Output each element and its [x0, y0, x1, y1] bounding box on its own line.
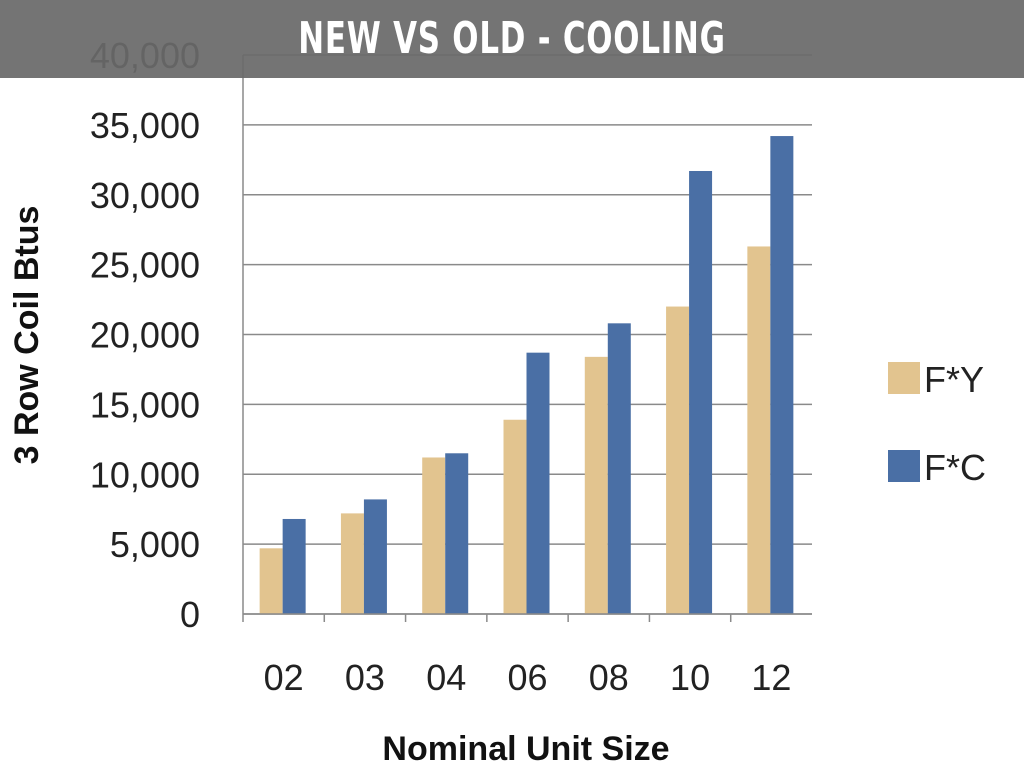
- y-tick-labels: 0 5,000 10,000 15,000 20,000 25,000 30,000 35,0…: [90, 35, 200, 635]
- y-tick-label: 20,000: [90, 315, 200, 356]
- bar-FC-10: [689, 170, 713, 614]
- legend-swatch: [888, 362, 920, 394]
- bar-FC-08: [607, 323, 631, 614]
- page-title: NEW VS OLD - COOLING: [298, 13, 726, 64]
- bar-FY-10: [666, 306, 690, 614]
- x-tick-label: 06: [507, 657, 547, 698]
- bar-FC-02: [282, 518, 306, 614]
- bars: [259, 136, 794, 614]
- bar-FY-06: [503, 419, 527, 614]
- bar-FY-04: [422, 457, 446, 614]
- x-tick-label: 02: [264, 657, 304, 698]
- bar-FC-06: [526, 352, 550, 614]
- x-tick-label: 03: [345, 657, 385, 698]
- y-tick-label: 25,000: [90, 245, 200, 286]
- legend-label: F*Y: [924, 359, 984, 400]
- y-tick-label: 15,000: [90, 384, 200, 425]
- y-axis-title: 3 Row Coil Btus: [8, 206, 46, 465]
- x-tick-label: 10: [670, 657, 710, 698]
- x-tick-labels: 02 03 04 06 08 10 12: [264, 657, 792, 698]
- x-tick-label: 04: [426, 657, 466, 698]
- y-tick-label: 5,000: [110, 524, 200, 565]
- bar-FY-02: [259, 548, 283, 614]
- bar-FY-03: [340, 513, 364, 614]
- bar-FY-08: [584, 356, 608, 614]
- bar-FC-04: [445, 453, 469, 614]
- x-axis-title: Nominal Unit Size: [382, 730, 669, 768]
- y-tick-label: 30,000: [90, 175, 200, 216]
- y-tick-label: 0: [180, 594, 200, 635]
- bar-FY-12: [747, 246, 771, 614]
- axes: [242, 55, 812, 622]
- x-tick-label: 08: [589, 657, 629, 698]
- bar-FC-12: [770, 136, 794, 614]
- legend-swatch: [888, 450, 920, 482]
- y-tick-label: 10,000: [90, 454, 200, 495]
- legend-label: F*C: [924, 447, 986, 488]
- legend: F*Y F*C: [888, 359, 986, 488]
- y-tick-label: 35,000: [90, 105, 200, 146]
- bar-FC-03: [363, 499, 387, 614]
- title-bar: [0, 0, 1024, 78]
- x-tick-label: 12: [751, 657, 791, 698]
